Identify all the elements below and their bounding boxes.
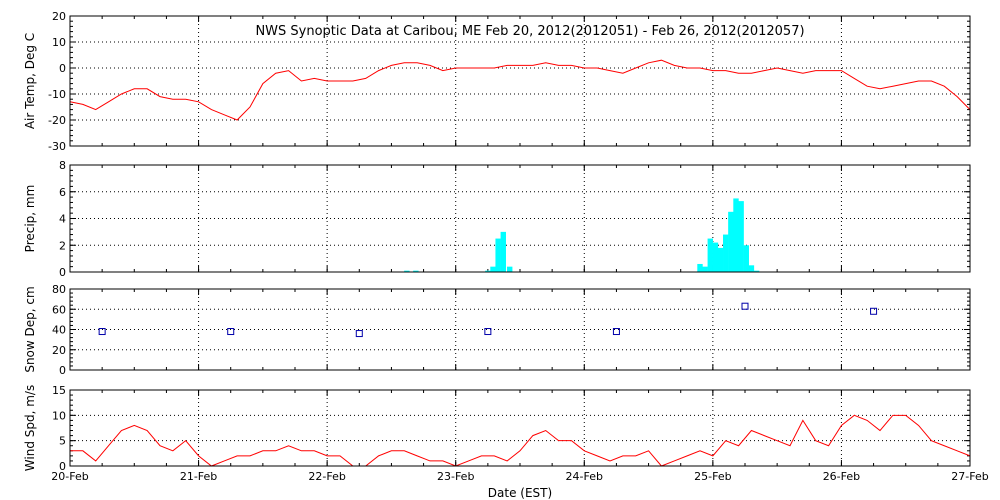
x-tick-label: 20-Feb [51, 470, 88, 483]
precip-panel: 0 2 4 6 8 Precip, mm [23, 159, 971, 279]
x-tick-label: 24-Feb [566, 470, 603, 483]
wind-speed-panel: 0 5 10 15 Wind Spd, m/s [23, 384, 971, 473]
y-tick-label: 10 [52, 409, 66, 422]
y-tick-label: -10 [48, 88, 66, 101]
data-line [69, 59, 971, 121]
y-tick-label: 20 [52, 344, 66, 357]
snow-depth-point [98, 328, 106, 336]
y-tick-label: 5 [59, 435, 66, 448]
data-line [70, 414, 971, 467]
y-tick-label: 0 [59, 62, 66, 75]
y-tick-label: 20 [52, 10, 66, 23]
y-axis-title: Snow Dep, cm [23, 286, 37, 372]
y-tick-label: 15 [52, 384, 66, 397]
snow-depth-point [484, 328, 492, 336]
precip-bar [702, 266, 708, 272]
precip-bar [500, 231, 506, 272]
y-axis-title: Precip, mm [23, 185, 37, 253]
snow-depth-point [870, 307, 878, 315]
precip-bar [697, 263, 703, 272]
precip-bar [507, 266, 513, 272]
y-tick-label: 10 [52, 36, 66, 49]
y-tick-label: 80 [52, 283, 66, 296]
chart-title: NWS Synoptic Data at Caribou, ME Feb 20,… [255, 24, 804, 39]
precip-bar [723, 234, 729, 272]
snow-depth-point [741, 302, 749, 310]
y-tick-label: 40 [52, 324, 66, 337]
y-tick-label: 2 [59, 239, 66, 252]
precip-bar [743, 245, 749, 272]
precip-bar [707, 238, 713, 272]
panel-frame [69, 389, 971, 467]
y-tick-label: 6 [59, 186, 66, 199]
snow-depth-point [227, 328, 235, 336]
precip-bar [413, 270, 419, 272]
x-tick-label: 23-Feb [437, 470, 474, 483]
y-axis-title: Wind Spd, m/s [23, 385, 37, 471]
y-tick-label: 0 [59, 266, 66, 279]
x-tick-label: 25-Feb [694, 470, 731, 483]
snow-depth-point [612, 328, 620, 336]
y-tick-label: 8 [59, 159, 66, 172]
precip-bar [404, 270, 410, 272]
x-tick-label: 22-Feb [308, 470, 345, 483]
snow-depth-panel: 0 20 40 60 80 Snow Dep, cm [23, 283, 971, 377]
y-tick-label: 0 [59, 364, 66, 377]
precip-bar [738, 201, 744, 272]
precip-bar [485, 270, 491, 272]
y-tick-label: -20 [48, 114, 66, 127]
precip-bar [490, 266, 496, 272]
x-axis-title: Date (EST) [488, 486, 552, 500]
x-tick-label: 26-Feb [823, 470, 860, 483]
y-tick-label: 4 [59, 213, 66, 226]
y-axis-title: Air Temp, Deg C [23, 33, 37, 129]
precip-bar [712, 242, 719, 272]
y-tick-label: -30 [48, 140, 66, 153]
precip-bar [728, 211, 734, 272]
precip-bar [717, 247, 724, 272]
precip-bar [748, 265, 755, 272]
precip-bar [733, 198, 739, 272]
precip-bar [753, 270, 760, 272]
snow-depth-point [355, 330, 363, 338]
panel-frame [69, 15, 971, 147]
x-tick-label: 27-Feb [951, 470, 988, 483]
x-tick-label: 21-Feb [180, 470, 217, 483]
panels: -30 -20 -10 0 10 20 Air Temp, Deg C 0 2 4 6 8 Precip… [23, 10, 989, 483]
panel-frame [69, 164, 971, 273]
y-tick-label: 0 [59, 460, 66, 473]
panel-frame [69, 288, 971, 371]
precip-bar [495, 238, 501, 272]
y-tick-label: 60 [52, 303, 66, 316]
air-temp-panel: -30 -20 -10 0 10 20 Air Temp, Deg C [23, 10, 971, 153]
